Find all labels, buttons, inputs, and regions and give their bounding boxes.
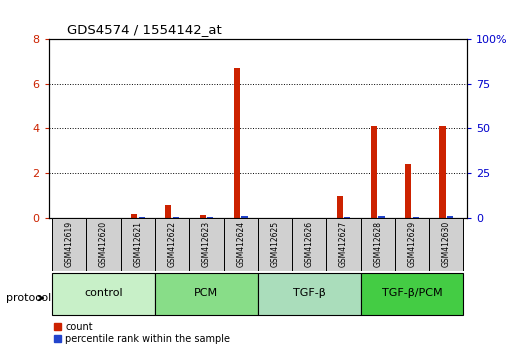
Bar — [326, 218, 361, 271]
Text: GSM412624: GSM412624 — [236, 221, 245, 267]
Bar — [52, 273, 155, 314]
Text: GDS4574 / 1554142_at: GDS4574 / 1554142_at — [67, 23, 222, 36]
Bar — [361, 273, 463, 314]
Bar — [200, 216, 206, 218]
Bar — [234, 68, 240, 218]
Text: GSM412621: GSM412621 — [133, 221, 142, 267]
Text: TGF-β/PCM: TGF-β/PCM — [382, 288, 442, 298]
Bar — [224, 218, 258, 271]
Bar — [379, 216, 385, 218]
Bar — [52, 218, 86, 271]
Bar — [395, 218, 429, 271]
Bar — [447, 216, 453, 218]
Bar — [258, 273, 361, 314]
Text: PCM: PCM — [194, 288, 219, 298]
Bar — [189, 218, 224, 271]
Bar — [155, 218, 189, 271]
Text: protocol: protocol — [6, 293, 51, 303]
Bar — [440, 126, 446, 218]
Bar — [337, 196, 343, 218]
Text: GSM412619: GSM412619 — [65, 221, 74, 267]
Text: GSM412628: GSM412628 — [373, 221, 382, 267]
Text: GSM412623: GSM412623 — [202, 221, 211, 267]
Text: GSM412626: GSM412626 — [305, 221, 313, 267]
Bar — [292, 218, 326, 271]
Text: GSM412630: GSM412630 — [442, 221, 451, 267]
Text: GSM412627: GSM412627 — [339, 221, 348, 267]
Bar — [121, 218, 155, 271]
Legend: count, percentile rank within the sample: count, percentile rank within the sample — [53, 322, 230, 344]
Text: GSM412629: GSM412629 — [407, 221, 417, 267]
Text: GSM412625: GSM412625 — [270, 221, 280, 267]
Bar — [361, 218, 395, 271]
Bar — [429, 218, 463, 271]
Bar — [258, 218, 292, 271]
Bar — [165, 205, 171, 218]
Bar — [86, 218, 121, 271]
Text: control: control — [84, 288, 123, 298]
Bar — [405, 164, 411, 218]
Bar — [371, 126, 377, 218]
Bar — [155, 273, 258, 314]
Text: TGF-β: TGF-β — [293, 288, 326, 298]
Bar — [241, 216, 247, 218]
Text: GSM412620: GSM412620 — [99, 221, 108, 267]
Text: GSM412622: GSM412622 — [168, 221, 176, 267]
Bar — [131, 215, 137, 218]
